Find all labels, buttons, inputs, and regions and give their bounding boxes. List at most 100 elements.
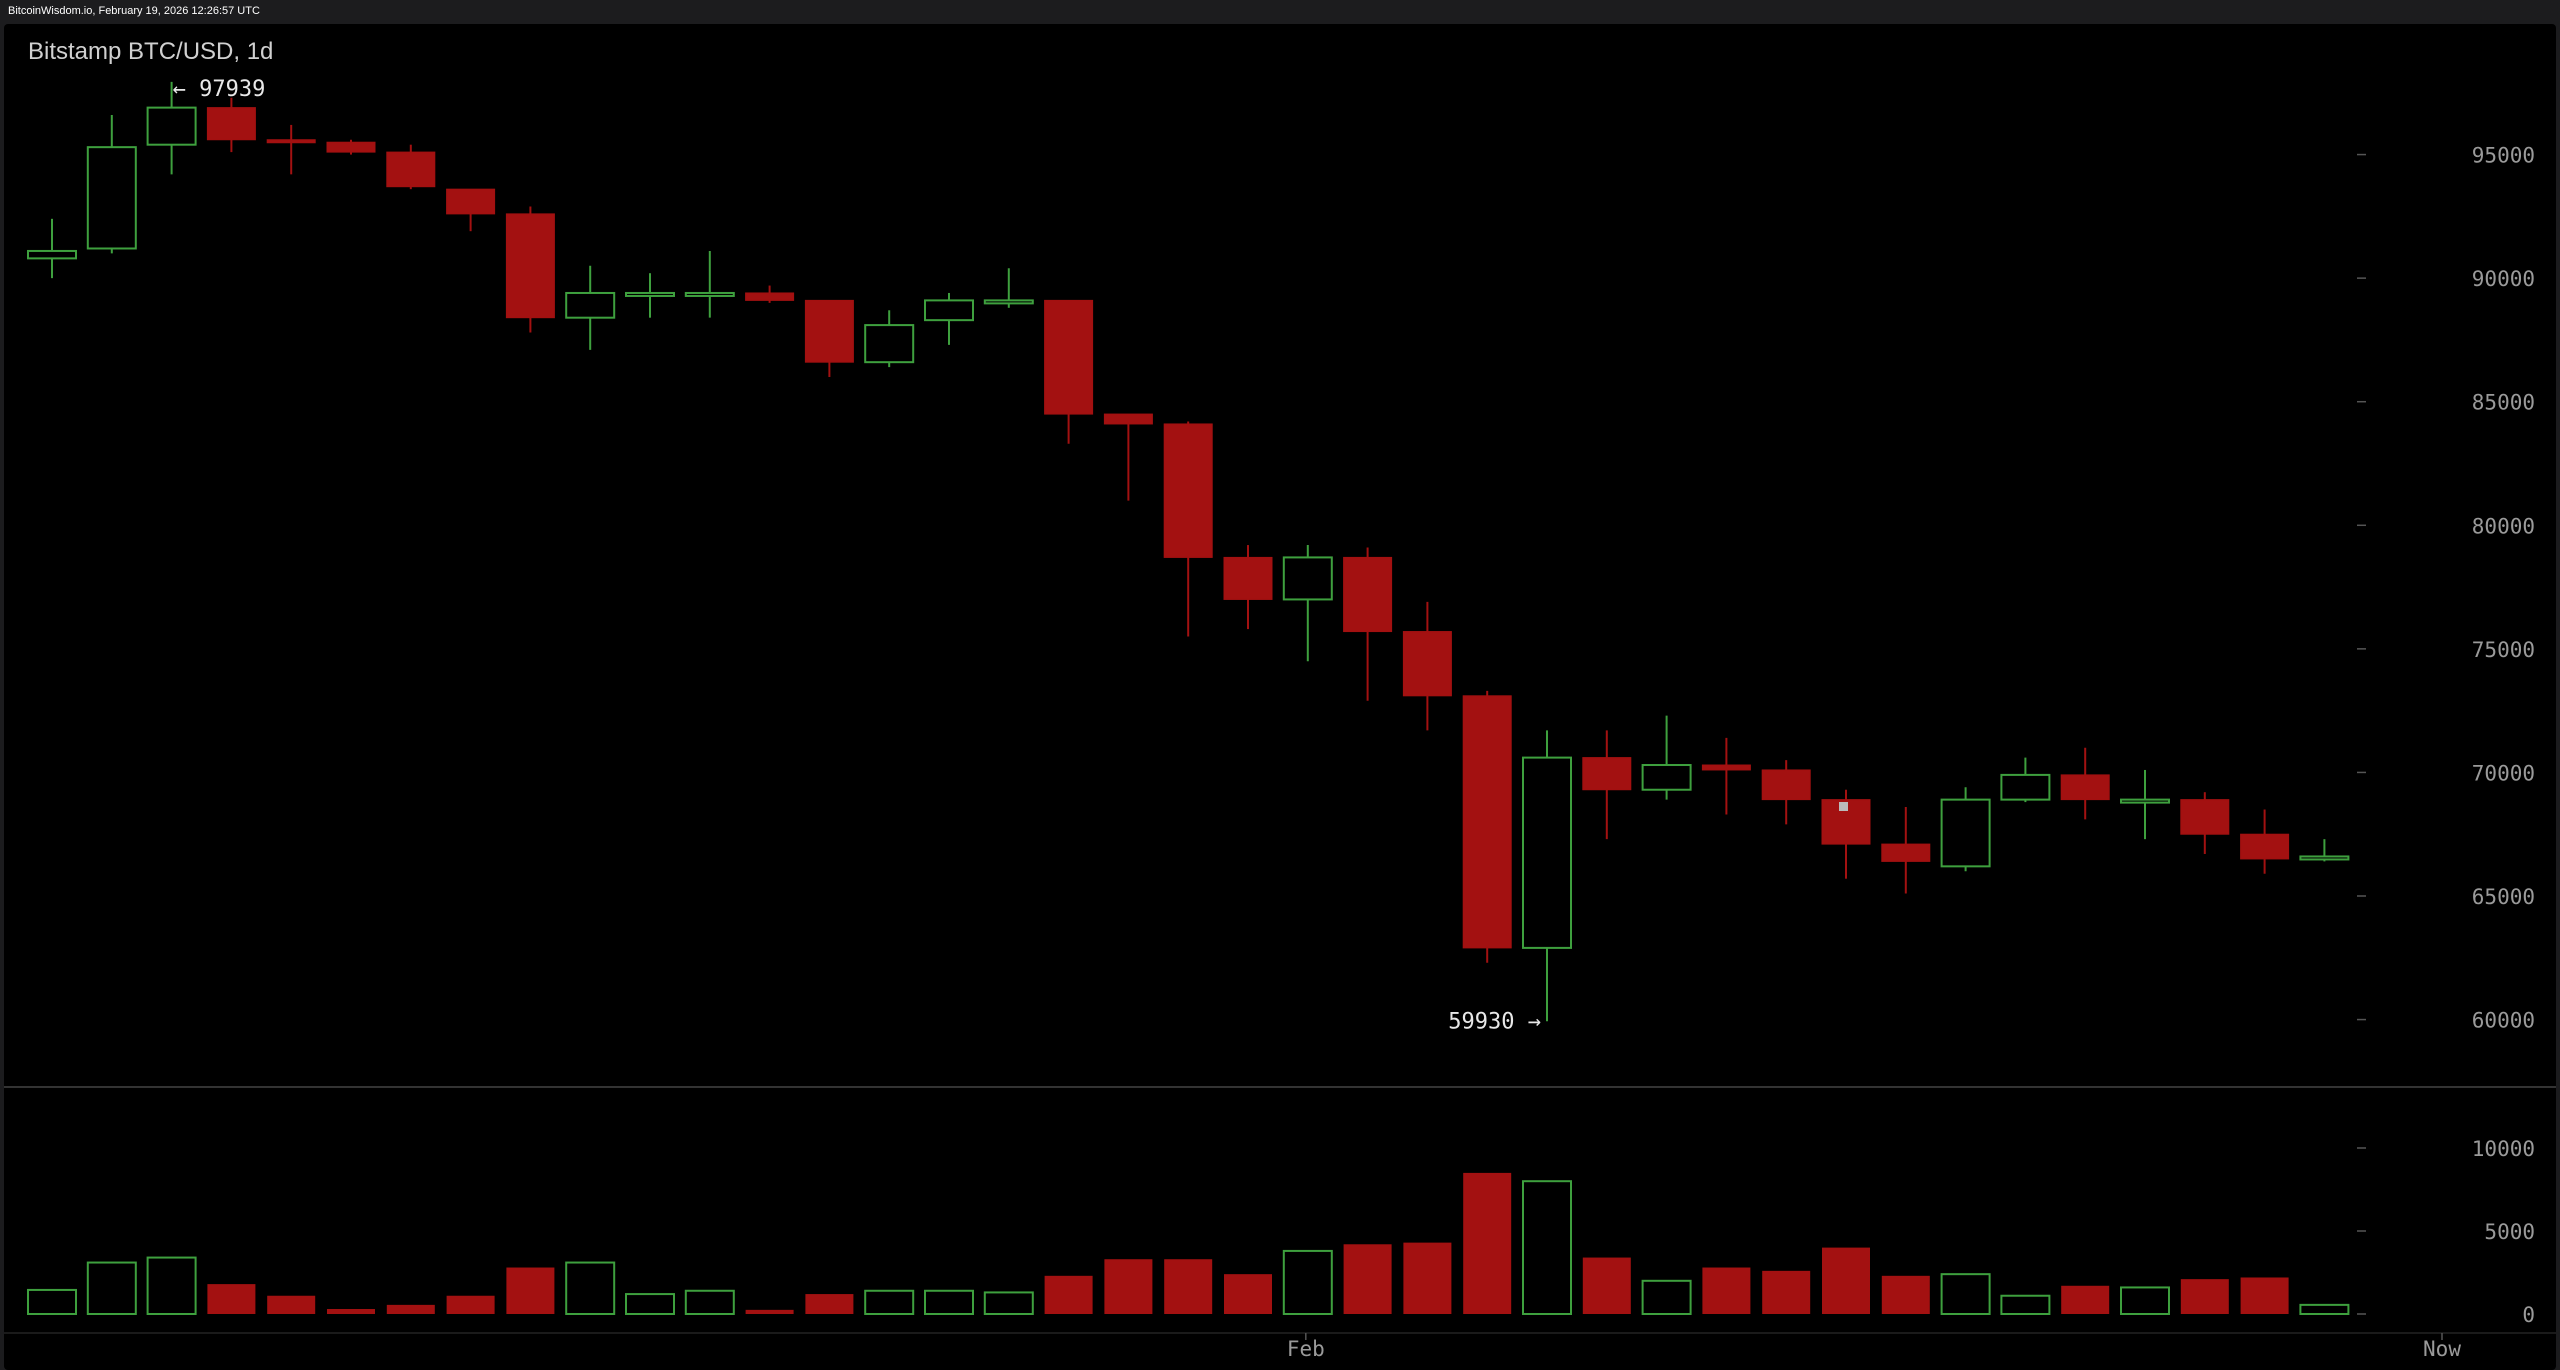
price-axis: 60000 65000 70000 75000 80000 85000 90000 95000 [2357, 144, 2535, 1033]
volume-bar-down [1164, 1259, 1213, 1314]
volume-bar-up [1940, 1273, 1991, 1316]
candles [27, 81, 2350, 1022]
candle-body-up [983, 299, 1034, 305]
chart-panel [4, 24, 2556, 1370]
volume-bar-up [864, 1289, 915, 1316]
volume-bar-up [1522, 1180, 1572, 1315]
volume-bar-down [327, 1309, 375, 1314]
source-text: BitcoinWisdom.io, February 19, 2026 12:2… [8, 5, 260, 17]
volume-tick-label: 0 [2522, 1303, 2535, 1327]
candle-body-down [326, 141, 376, 153]
candle-body-down [206, 107, 256, 141]
volume-bar-down [1463, 1172, 1512, 1314]
candle-body-up [2000, 773, 2051, 801]
volume-bar-down [1403, 1242, 1452, 1314]
price-tick-label: 75000 [2472, 638, 2535, 662]
candle-body-down [1223, 556, 1273, 600]
volume-bar-down [386, 1304, 435, 1314]
volume-bar-down [1822, 1247, 1870, 1314]
candle-body-down [1761, 769, 1811, 801]
volume-bar-down [1224, 1274, 1272, 1314]
volume-bar-up [86, 1261, 137, 1316]
candle-body-down [266, 139, 316, 144]
candle-body-down [2060, 774, 2110, 801]
candle-body-up [1940, 798, 1991, 868]
volume-bar-down [1881, 1275, 1930, 1314]
volume-bar-down [805, 1294, 854, 1314]
price-tick-label: 65000 [2472, 885, 2535, 909]
candle-body-up [2120, 798, 2170, 804]
volume-bar-down [207, 1284, 256, 1314]
candle-body-down [1044, 299, 1094, 415]
topbar: BitcoinWisdom.io, February 19, 2026 12:2… [0, 0, 2560, 24]
candle-body-down [2180, 799, 2230, 835]
candle-body-up [146, 106, 197, 146]
volume-bar-down [1762, 1270, 1811, 1314]
candle-body-up [1282, 556, 1333, 601]
x-axis: Feb Now [1287, 1333, 2461, 1361]
price-tick-label: 80000 [2472, 514, 2535, 538]
candle-body-down [1462, 695, 1512, 949]
candle-body-up [86, 146, 137, 250]
volume-bar-down [267, 1295, 316, 1314]
price-tick-label: 85000 [2472, 391, 2535, 415]
candle-body-down [1582, 757, 1632, 791]
volume-bar-up [924, 1289, 974, 1316]
candle-body-down [745, 292, 795, 301]
candle-body-down [1402, 631, 1452, 697]
volume-bar-up [2299, 1303, 2350, 1315]
low-annotation: 59930 → [1448, 1009, 1541, 1034]
candle-body-up [1522, 756, 1572, 949]
candle-body-down [505, 213, 555, 319]
candle-body-up [924, 299, 974, 322]
price-tick-label: 70000 [2472, 761, 2535, 785]
volume-bar-up [1282, 1249, 1333, 1316]
candle-body-down [386, 151, 436, 188]
candle-body-down [804, 299, 854, 363]
volume-bar-up [565, 1261, 616, 1316]
volume-bar-up [2000, 1294, 2051, 1315]
volume-tick-label: 5000 [2484, 1220, 2535, 1244]
volume-bar-up [983, 1291, 1034, 1316]
candle-body-up [565, 291, 616, 319]
volume-bar-up [625, 1293, 675, 1315]
candle-body-down [1701, 764, 1751, 771]
candle-body-up [1641, 764, 1692, 791]
candle-body-down [1163, 423, 1213, 558]
x-tick-label: Feb [1287, 1337, 1325, 1361]
candle-body-down [2240, 833, 2290, 860]
volume-bars [27, 1172, 2350, 1316]
volume-tick-label: 10000 [2472, 1137, 2535, 1161]
candle-body-down [1343, 556, 1393, 633]
candle-body-up [684, 291, 735, 297]
cursor-marker [1839, 802, 1848, 811]
volume-bar-up [684, 1289, 735, 1316]
candle-body-up [27, 249, 77, 260]
x-tick-label: Now [2423, 1337, 2461, 1361]
high-annotation: ← 97939 [173, 77, 266, 102]
volume-bar-up [27, 1288, 77, 1316]
volume-bar-down [2061, 1285, 2110, 1314]
volume-axis: 0 5000 10000 [2357, 1137, 2535, 1327]
volume-bar-down [446, 1295, 495, 1314]
price-tick-label: 95000 [2472, 144, 2535, 168]
price-tick-label: 60000 [2472, 1009, 2535, 1033]
volume-bar-up [2120, 1286, 2170, 1315]
volume-bar-down [2240, 1277, 2289, 1314]
price-tick-label: 90000 [2472, 267, 2535, 291]
candle-body-up [864, 324, 915, 364]
chart-title: Bitstamp BTC/USD, 1d [28, 38, 273, 65]
candle-body-up [2299, 855, 2350, 861]
candle-body-up [625, 291, 675, 297]
volume-bar-down [1702, 1267, 1751, 1314]
volume-bar-down [745, 1309, 794, 1314]
candle-body-down [1881, 843, 1931, 862]
volume-bar-down [506, 1267, 555, 1314]
candle-body-down [1103, 413, 1153, 425]
volume-bar-down [1044, 1275, 1093, 1314]
volume-bar-down [1582, 1257, 1631, 1314]
volume-bar-up [146, 1256, 197, 1316]
candle-body-down [446, 188, 496, 215]
volume-bar-down [2180, 1279, 2229, 1314]
